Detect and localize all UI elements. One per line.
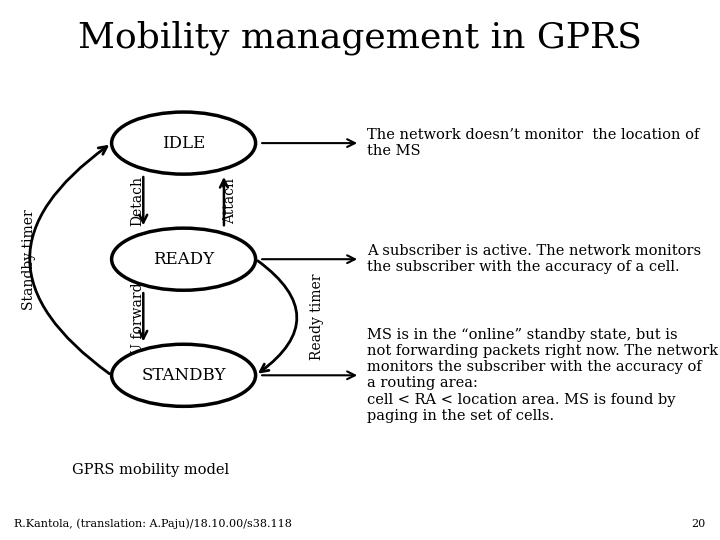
Ellipse shape [112, 112, 256, 174]
Text: The network doesn’t monitor  the location of
the MS: The network doesn’t monitor the location… [367, 128, 700, 158]
Text: Mobility management in GPRS: Mobility management in GPRS [78, 21, 642, 55]
FancyArrowPatch shape [258, 261, 297, 372]
Ellipse shape [112, 345, 256, 407]
Text: A subscriber is active. The network monitors
the subscriber with the accuracy of: A subscriber is active. The network moni… [367, 244, 701, 274]
Text: Detach: Detach [130, 176, 145, 226]
Text: STANDBY: STANDBY [141, 367, 226, 384]
FancyArrowPatch shape [30, 146, 109, 374]
Text: R.Kantola, (translation: A.Paju)/18.10.00/s38.118: R.Kantola, (translation: A.Paju)/18.10.0… [14, 518, 292, 529]
Text: Standby timer: Standby timer [22, 209, 36, 309]
Text: READY: READY [153, 251, 214, 268]
Ellipse shape [112, 228, 256, 291]
Text: IDLE: IDLE [162, 134, 205, 152]
Text: 20: 20 [691, 519, 706, 529]
Text: PDU forwarding: PDU forwarding [130, 260, 145, 375]
Text: Attach: Attach [222, 178, 237, 224]
Text: GPRS mobility model: GPRS mobility model [72, 463, 229, 477]
Text: MS is in the “online” standby state, but is
not forwarding packets right now. Th: MS is in the “online” standby state, but… [367, 328, 719, 423]
Text: Ready timer: Ready timer [310, 274, 324, 361]
